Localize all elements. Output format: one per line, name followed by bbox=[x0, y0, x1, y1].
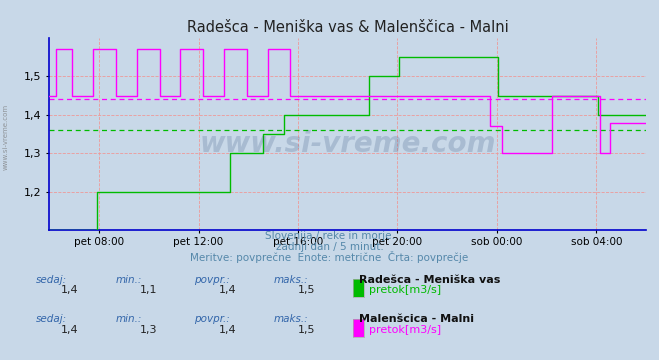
Text: pretok[m3/s]: pretok[m3/s] bbox=[369, 325, 441, 335]
Text: min.:: min.: bbox=[115, 314, 142, 324]
Text: pretok[m3/s]: pretok[m3/s] bbox=[369, 285, 441, 296]
Text: 1,4: 1,4 bbox=[219, 285, 236, 296]
Text: 1,3: 1,3 bbox=[140, 325, 157, 335]
Text: Radešca - Meniška vas: Radešca - Meniška vas bbox=[359, 275, 501, 285]
Text: sedaj:: sedaj: bbox=[36, 275, 67, 285]
Text: 1,4: 1,4 bbox=[219, 325, 236, 335]
Text: povpr.:: povpr.: bbox=[194, 275, 230, 285]
Text: sedaj:: sedaj: bbox=[36, 314, 67, 324]
Text: www.si-vreme.com: www.si-vreme.com bbox=[2, 104, 9, 170]
Text: 1,5: 1,5 bbox=[298, 325, 315, 335]
Text: Meritve: povprečne  Enote: metrične  Črta: povprečje: Meritve: povprečne Enote: metrične Črta:… bbox=[190, 251, 469, 263]
Text: 1,5: 1,5 bbox=[298, 285, 315, 296]
Text: 1,4: 1,4 bbox=[61, 285, 78, 296]
Title: Radešca - Meniška vas & Malenščica - Malni: Radešca - Meniška vas & Malenščica - Mal… bbox=[186, 20, 509, 35]
Text: Malenšcica - Malni: Malenšcica - Malni bbox=[359, 314, 474, 324]
Text: povpr.:: povpr.: bbox=[194, 314, 230, 324]
Text: maks.:: maks.: bbox=[273, 275, 308, 285]
Text: zadnji dan / 5 minut.: zadnji dan / 5 minut. bbox=[275, 242, 384, 252]
Text: min.:: min.: bbox=[115, 275, 142, 285]
Text: 1,4: 1,4 bbox=[61, 325, 78, 335]
Text: 1,1: 1,1 bbox=[140, 285, 157, 296]
Text: www.si-vreme.com: www.si-vreme.com bbox=[200, 130, 496, 158]
Text: maks.:: maks.: bbox=[273, 314, 308, 324]
Text: Slovenija / reke in morje.: Slovenija / reke in morje. bbox=[264, 231, 395, 242]
